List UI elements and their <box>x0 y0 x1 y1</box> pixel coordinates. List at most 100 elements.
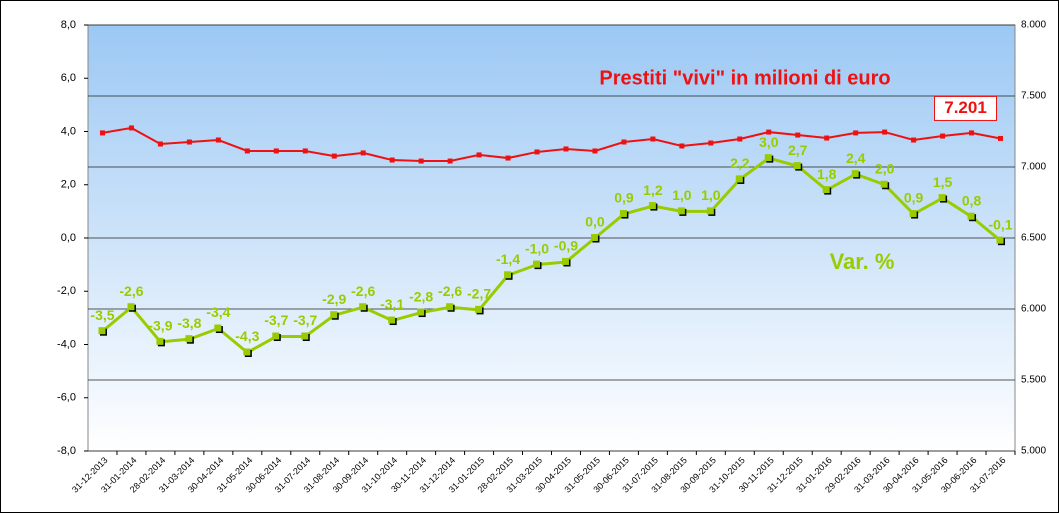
marker <box>476 152 482 158</box>
marker <box>650 136 656 142</box>
marker <box>301 332 309 340</box>
marker <box>795 132 801 138</box>
y2-tick-label: 5.500 <box>1021 375 1046 386</box>
data-label: 0,9 <box>904 190 924 206</box>
marker <box>99 130 105 136</box>
marker <box>244 148 250 154</box>
marker <box>996 236 1004 244</box>
marker <box>911 137 917 143</box>
data-label: -3,9 <box>148 318 172 334</box>
marker <box>331 153 337 159</box>
marker <box>853 130 859 136</box>
y2-tick-label: 8.000 <box>1021 20 1046 31</box>
data-label: -2,8 <box>409 288 433 304</box>
marker <box>534 149 540 155</box>
data-label: -2,9 <box>322 291 346 307</box>
data-label: -3,5 <box>90 307 114 323</box>
marker <box>940 133 946 139</box>
marker <box>533 260 541 268</box>
data-label: 0,0 <box>585 214 605 230</box>
marker <box>706 207 714 215</box>
marker <box>880 180 888 188</box>
marker <box>648 202 656 210</box>
marker <box>793 162 801 170</box>
marker <box>824 135 830 141</box>
data-label: -2,7 <box>467 286 491 302</box>
marker <box>621 139 627 145</box>
marker <box>764 154 772 162</box>
marker <box>418 158 424 164</box>
marker <box>185 335 193 343</box>
marker <box>273 148 279 154</box>
data-label: -1,0 <box>525 240 549 256</box>
marker <box>302 148 308 154</box>
marker <box>737 136 743 142</box>
data-label: -3,1 <box>380 296 404 312</box>
data-label: -3,8 <box>177 315 201 331</box>
data-label: -0,9 <box>554 238 578 254</box>
data-label: 7.201 <box>944 98 987 117</box>
data-label: -2,6 <box>119 283 143 299</box>
data-label: 2,0 <box>875 160 895 176</box>
marker <box>766 129 772 135</box>
marker <box>127 303 135 311</box>
y-tick-label: -2,0 <box>57 285 76 297</box>
marker <box>822 186 830 194</box>
y-tick-label: -6,0 <box>57 392 76 404</box>
marker <box>708 140 714 146</box>
marker <box>128 125 134 131</box>
y-tick-label: 2,0 <box>61 179 76 191</box>
marker <box>359 303 367 311</box>
data-label: -2,6 <box>438 283 462 299</box>
marker <box>679 143 685 149</box>
series-line <box>102 126 1001 163</box>
marker <box>214 324 222 332</box>
data-label: 1,0 <box>701 187 721 203</box>
marker <box>735 175 743 183</box>
marker <box>505 155 511 161</box>
data-label: -3,4 <box>206 304 230 320</box>
marker <box>417 308 425 316</box>
marker <box>243 348 251 356</box>
data-label: -3,7 <box>264 312 288 328</box>
marker <box>360 150 366 156</box>
marker <box>475 305 483 313</box>
data-label: -3,7 <box>293 312 317 328</box>
marker <box>504 271 512 279</box>
marker <box>447 158 453 164</box>
marker <box>938 194 946 202</box>
marker <box>330 311 338 319</box>
marker <box>851 170 859 178</box>
marker <box>561 257 569 265</box>
marker <box>909 210 917 218</box>
y2-tick-label: 6.500 <box>1021 233 1046 244</box>
data-label-box <box>934 95 998 121</box>
marker <box>677 207 685 215</box>
marker <box>563 146 569 152</box>
marker <box>98 327 106 335</box>
y2-tick-label: 6.000 <box>1021 304 1046 315</box>
marker <box>998 135 1004 141</box>
y-tick-label: -4,0 <box>57 338 76 350</box>
marker <box>156 337 164 345</box>
data-label: 1,8 <box>817 166 837 182</box>
marker <box>157 141 163 147</box>
data-label: 2,2 <box>730 155 750 171</box>
marker <box>967 212 975 220</box>
data-label: 1,2 <box>643 182 663 198</box>
marker <box>619 210 627 218</box>
data-label: 1,0 <box>672 187 692 203</box>
y-tick-label: 4,0 <box>61 125 76 137</box>
marker <box>882 129 888 135</box>
annotation: Var. % <box>830 249 895 274</box>
data-label: -1,4 <box>496 251 520 267</box>
marker <box>215 137 221 143</box>
marker <box>186 139 192 145</box>
y2-tick-label: 7.000 <box>1021 162 1046 173</box>
data-label: -0,1 <box>988 216 1012 232</box>
marker <box>446 303 454 311</box>
y-tick-label: 0,0 <box>61 232 76 244</box>
y2-tick-label: 7.500 <box>1021 91 1046 102</box>
marker <box>592 148 598 154</box>
